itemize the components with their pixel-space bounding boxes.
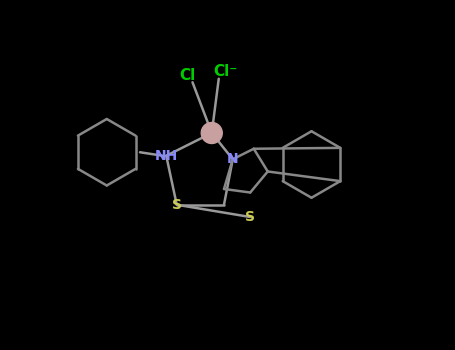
Text: S: S <box>172 198 182 212</box>
Text: Cl⁻: Cl⁻ <box>214 64 238 79</box>
Text: Cl: Cl <box>179 68 195 83</box>
Text: N: N <box>227 152 238 166</box>
Text: S: S <box>245 210 255 224</box>
Text: NH: NH <box>155 149 178 163</box>
Circle shape <box>201 122 222 144</box>
